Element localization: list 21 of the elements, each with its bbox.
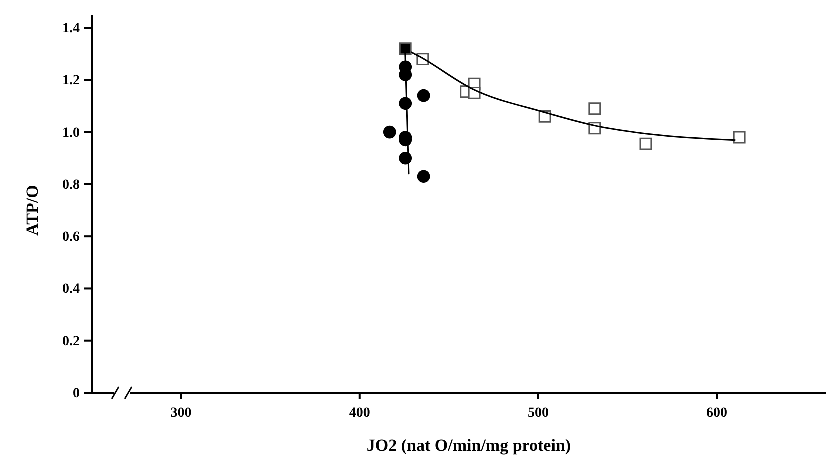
point: [417, 170, 430, 184]
x-tick-label: 600: [706, 406, 728, 421]
x-axis-title: JO2 (nat O/min/mg protein): [366, 436, 572, 455]
y-tick-label: 0: [73, 386, 80, 402]
y-tick-label: 0.2: [62, 334, 80, 350]
point: [733, 131, 746, 144]
y-tick-label: 1.0: [62, 126, 80, 141]
x-tick-label: 400: [349, 406, 370, 421]
x-tick-label: 500: [528, 406, 549, 421]
y-tick-label: 1.4: [62, 22, 80, 37]
point: [417, 89, 430, 102]
y-tick-label: 0.6: [62, 230, 80, 246]
point: [383, 126, 396, 139]
y-tick-label: 0.4: [62, 282, 80, 298]
x-tick-label: 300: [170, 406, 192, 421]
y-tick-label: 0.8: [62, 178, 80, 193]
y-axis-title: ATP/O: [23, 185, 42, 236]
point: [640, 138, 652, 150]
point: [399, 42, 412, 56]
y-tick-label: 1.2: [62, 74, 80, 89]
point: [588, 102, 602, 116]
